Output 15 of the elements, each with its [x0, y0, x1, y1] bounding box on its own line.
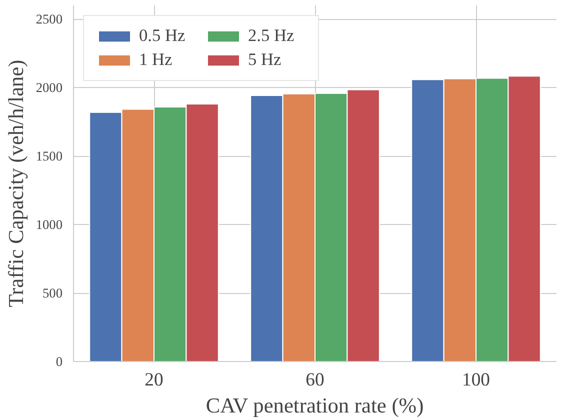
legend-label: 5 Hz [248, 50, 282, 70]
legend-label: 0.5 Hz [139, 26, 186, 46]
y-tick-label: 1000 [36, 217, 63, 232]
x-tick-label: 100 [462, 370, 490, 390]
legend-label: 1 Hz [139, 50, 174, 70]
legend-label: 2.5 Hz [248, 26, 296, 46]
y-tick-label: 2500 [36, 12, 63, 27]
x-axis-title: CAV penetration rate (%) [206, 394, 424, 418]
y-tick-label: 0 [56, 354, 63, 369]
y-tick-label: 500 [42, 286, 63, 301]
y-tick-label: 2000 [36, 80, 63, 96]
x-tick-label: 20 [144, 370, 164, 390]
y-tick-label: 1500 [36, 148, 63, 164]
y-axis-title: Traffic Capacity (veh/h/lane) [4, 60, 28, 308]
x-tick-label: 60 [306, 370, 324, 390]
